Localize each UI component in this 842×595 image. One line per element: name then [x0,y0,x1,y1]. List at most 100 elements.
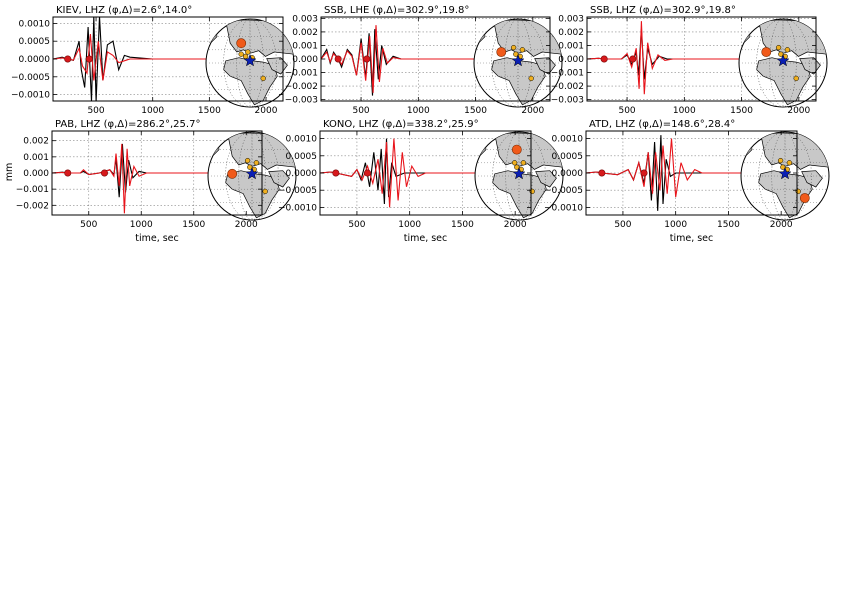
inset-globe [205,18,295,108]
event-star-icon [245,166,259,180]
y-tick-label: 0.002 [292,28,318,38]
panel-title: SSB, LHZ (φ,Δ)=302.9°,19.8° [590,5,736,16]
y-tick-label: −0.002 [285,82,318,92]
continent-africa [758,170,813,219]
station-dot [780,164,786,170]
y-tick-label: −0.001 [16,185,49,195]
phase-marker [332,169,340,177]
continent-africa [225,170,280,219]
x-tick-label: 1000 [664,220,687,230]
x-axis-label: time, sec [404,233,448,244]
x-tick-label: 1000 [141,106,164,116]
continent-arabia [268,170,290,188]
event-star-icon [512,166,526,180]
x-tick-label: 1000 [130,220,153,230]
synthetic-trace [587,21,816,95]
continent-africa [756,57,811,106]
x-tick-label: 500 [80,220,97,230]
y-tick-label: 0.0010 [19,19,51,29]
station-dot [262,188,268,195]
x-tick-label: 2000 [255,106,278,116]
y-tick-label: 0.0010 [552,135,584,145]
y-tick-label: 0.0000 [286,169,318,179]
y-tick-label: 0.0000 [19,55,51,65]
station-dot [793,75,799,82]
inset-globe [473,18,563,108]
y-tick-label: −0.0010 [11,91,50,101]
y-tick-label: 0.001 [558,41,584,51]
x-tick-label: 500 [614,220,631,230]
continent-arabia [266,57,288,75]
event-star-icon [778,166,792,180]
continent-arabia [799,57,821,75]
y-tick-label: 0.002 [23,137,49,147]
phase-marker [64,169,72,177]
panel-2: 500 1000 1500 2000 −0.003 −0.002 −0.001 0.000 0.… [285,5,563,116]
x-axis-label: time, sec [670,233,714,244]
event-star-icon [776,53,790,67]
y-tick-label: −0.0005 [544,186,583,196]
phase-marker [363,55,371,63]
x-axis-label: time, sec [135,233,179,244]
synthetic-trace [320,138,531,208]
phase-marker [64,55,72,63]
y-tick-label: 0.0010 [286,135,318,145]
y-tick-label: 0.000 [23,169,49,179]
y-tick-label: −0.0010 [278,203,317,213]
panel-3: 500 1000 1500 2000 −0.003 −0.002 −0.001 0.000 0.… [551,5,828,116]
x-tick-label: 500 [352,106,369,116]
y-tick-label: 0.003 [292,14,318,24]
x-tick-label: 1000 [398,220,421,230]
phase-marker [101,169,109,177]
y-tick-label: 0.0005 [552,152,584,162]
station-dot [777,157,784,164]
station-highlight [761,47,772,57]
y-tick-label: 0.002 [558,28,584,38]
y-tick-label: 0.0005 [286,152,318,162]
station-dot [778,51,784,57]
phase-marker [363,169,371,177]
y-tick-label: 0.0005 [19,37,51,47]
x-tick-label: 500 [618,106,635,116]
y-tick-label: −0.002 [16,201,49,211]
station-highlight [236,38,247,49]
phase-marker [629,55,637,63]
phase-marker [600,55,608,63]
synthetic-trace [321,25,550,93]
station-dot [253,160,260,166]
x-tick-label: 1000 [407,106,430,116]
y-tick-label: 0.0000 [552,169,584,179]
station-dot [260,75,266,82]
inset-globe [740,131,830,221]
panel-1: 500 1000 1500 2000 −0.0010 −0.0005 0.0000 0.000… [11,5,295,116]
station-dot [513,51,519,57]
x-tick-label: 500 [87,106,104,116]
station-dot [510,44,517,51]
station-dot [247,164,253,170]
x-tick-label: 1500 [451,220,474,230]
y-tick-label: 0.003 [558,14,584,24]
y-tick-label: −0.0005 [11,73,50,83]
inset-globe [207,131,297,221]
station-highlight [227,168,238,179]
y-tick-label: −0.0005 [278,186,317,196]
inset-globe [474,131,564,221]
panel-5: 500 1000 1500 2000 −0.0010 −0.0005 0.0000 0.000… [278,119,564,244]
continent-eurasia [225,19,294,57]
y-tick-label: −0.0010 [544,203,583,213]
y-tick-label: 0.001 [292,41,318,51]
station-highlight [496,47,507,57]
inset-globe [738,18,828,108]
x-tick-label: 2000 [521,106,544,116]
station-dot [238,51,244,57]
phase-marker [640,169,648,177]
station-dot [244,157,251,164]
panel-4: 500 1000 1500 2000 −0.002 −0.001 0.000 0.001 0.0… [16,119,297,244]
synthetic-trace [52,143,262,214]
y-tick-label: −0.001 [551,69,584,79]
x-tick-label: 1500 [730,106,753,116]
station-dot [520,160,527,166]
y-tick-label: −0.003 [285,96,318,106]
event-star-icon [243,53,257,67]
